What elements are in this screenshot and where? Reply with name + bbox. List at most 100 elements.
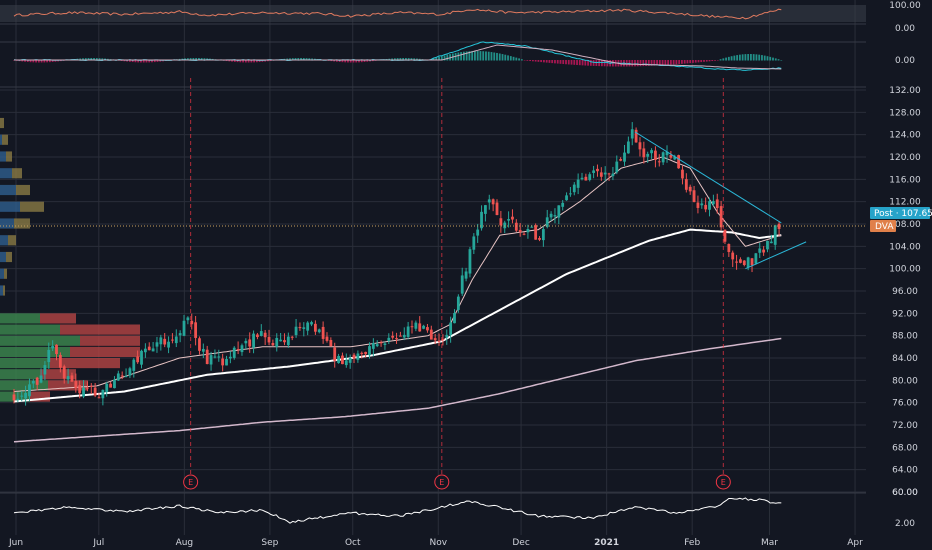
vp-up-bar-10 — [0, 285, 3, 296]
macd-bar — [432, 58, 435, 61]
candle-body — [661, 152, 665, 163]
candle-body — [286, 336, 290, 346]
macd-bar — [600, 60, 603, 67]
macd-bar — [137, 60, 140, 63]
macd-bar — [603, 60, 606, 67]
macd-pane — [13, 41, 783, 71]
candle-body — [186, 317, 190, 321]
candle-body — [441, 338, 445, 340]
macd-bar — [360, 60, 363, 63]
macd-bar — [407, 58, 410, 61]
macd-bar — [766, 56, 769, 61]
vp-down-bar-15 — [50, 358, 120, 369]
candle-body — [375, 344, 379, 347]
candle-body — [545, 217, 549, 227]
candle-body — [271, 343, 275, 346]
macd-bar — [289, 58, 291, 61]
macd-bar — [658, 60, 661, 66]
trendlines[interactable] — [634, 131, 807, 270]
macd-bar — [247, 60, 250, 63]
macd-bar — [694, 60, 697, 63]
candle-body — [182, 320, 186, 336]
vp-down-bar-14 — [70, 346, 140, 357]
moving-averages — [13, 156, 782, 443]
candle-body — [379, 342, 383, 344]
candle-body — [171, 339, 174, 341]
macd-bar — [487, 51, 490, 61]
vp-up-bar-17 — [0, 380, 48, 391]
candle-body — [24, 392, 27, 399]
macd-bar — [741, 54, 744, 61]
macd-bar — [512, 56, 515, 61]
candle-body — [642, 148, 646, 158]
time-tick-8: Feb — [684, 538, 700, 548]
candle-body — [565, 195, 568, 201]
macd-bar — [255, 60, 258, 63]
macd-bar — [479, 51, 482, 61]
macd-bar — [493, 52, 496, 61]
macd-bar — [305, 58, 308, 61]
macd-bar — [462, 51, 465, 61]
macd-bar — [554, 60, 556, 64]
vp-up-bar-16 — [0, 369, 40, 380]
candle-body — [538, 238, 541, 240]
macd-bar — [509, 56, 512, 61]
macd-bar — [341, 60, 344, 63]
macd-bar — [123, 60, 126, 62]
candle-body — [256, 334, 259, 338]
candle-body — [306, 322, 310, 331]
candle-body — [163, 338, 167, 345]
candle-body — [333, 347, 337, 361]
candle-body — [684, 179, 688, 190]
macd-bar — [705, 60, 708, 62]
vp-down-bar-4 — [16, 184, 30, 196]
vp-up-bar-12 — [0, 324, 60, 335]
macd-bar — [733, 55, 736, 61]
lower-tick-0: 60.00 — [892, 488, 918, 498]
macd-bar — [87, 58, 90, 61]
vp-down-bar-6 — [14, 218, 30, 229]
macd-bar — [363, 60, 366, 62]
macd-bar — [774, 58, 777, 61]
vp-down-bar-17 — [48, 380, 88, 391]
price-tick-10: 92.00 — [892, 309, 918, 319]
macd-bar — [134, 60, 137, 63]
macd-bar — [727, 56, 730, 61]
earnings-marker-0 — [183, 474, 199, 490]
candle-body — [120, 375, 124, 377]
macd-bar — [650, 60, 653, 66]
vp-down-bar-7 — [8, 235, 16, 246]
candle-body — [742, 260, 746, 266]
trendline-1 — [745, 241, 807, 270]
candle-body — [491, 199, 495, 205]
candle-body — [495, 202, 499, 216]
macd-bar — [261, 60, 264, 62]
macd-bar — [496, 52, 498, 61]
candle-body — [569, 193, 572, 195]
candle-body — [356, 353, 360, 360]
candle-body — [638, 142, 642, 150]
macd-bar — [636, 60, 639, 67]
macd-bar — [393, 58, 396, 61]
candle-body — [310, 322, 313, 325]
time-axis[interactable]: Jun Jul Aug Sep Oct Nov Dec 2021 Feb Mar Apr — [8, 538, 863, 548]
macd-bar — [258, 60, 261, 63]
macd-bar — [131, 60, 134, 63]
macd-bar — [98, 58, 101, 61]
candle-body — [352, 354, 356, 359]
macd-bar — [523, 60, 526, 61]
candle-body — [140, 350, 143, 365]
candle-body — [599, 172, 603, 177]
macd-bar — [471, 51, 474, 61]
macd-bar — [195, 58, 198, 61]
vp-down-bar-0 — [0, 117, 4, 129]
macd-bar — [300, 58, 302, 61]
macd-bar — [79, 58, 82, 61]
candle-body — [700, 203, 704, 206]
macd-bar — [35, 60, 37, 63]
price-axis[interactable]: 132.00 128.00 124.00 120.00 116.00 112.00 108.… — [866, 0, 932, 550]
macd-bar — [567, 60, 570, 65]
macd-bar — [26, 60, 29, 62]
